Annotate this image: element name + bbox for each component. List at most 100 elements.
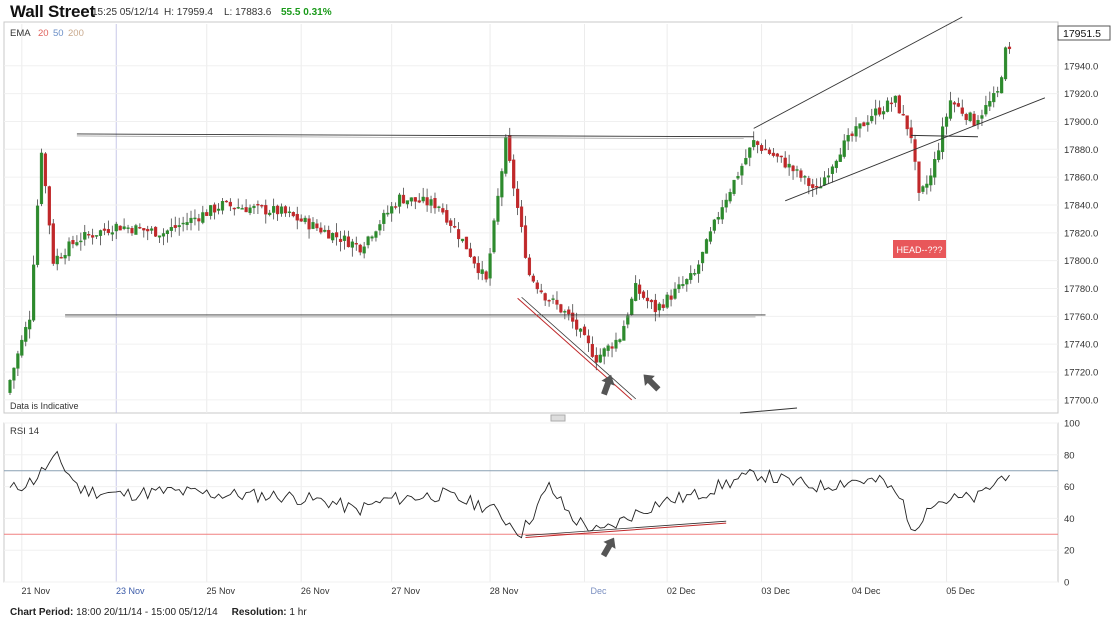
candle bbox=[55, 255, 59, 265]
candle bbox=[944, 116, 949, 127]
candle bbox=[992, 93, 996, 103]
candle bbox=[35, 205, 40, 265]
candle bbox=[39, 152, 44, 205]
y-tick-label: 17700.0 bbox=[1064, 395, 1098, 406]
y-tick-label: 17820.0 bbox=[1064, 228, 1098, 239]
candle bbox=[244, 207, 248, 213]
candle bbox=[102, 228, 107, 231]
candle bbox=[677, 284, 681, 290]
candle bbox=[988, 101, 992, 107]
quote-time: 15:25 05/12/14 bbox=[92, 7, 159, 18]
candle bbox=[618, 339, 622, 342]
candle bbox=[897, 95, 901, 114]
x-axis: 21 Nov 23 Nov 25 Nov 26 Nov 27 Nov 28 Nov Dec 0… bbox=[22, 586, 976, 596]
candle bbox=[523, 225, 528, 258]
candle bbox=[307, 218, 311, 230]
candle bbox=[610, 346, 614, 349]
candle bbox=[881, 111, 886, 115]
candle bbox=[779, 155, 783, 158]
candle bbox=[921, 186, 925, 192]
candle bbox=[350, 241, 354, 248]
candle bbox=[531, 275, 535, 282]
candle bbox=[834, 160, 838, 169]
candle bbox=[177, 225, 181, 228]
candle bbox=[453, 225, 457, 228]
candle bbox=[165, 230, 169, 235]
candle bbox=[862, 122, 866, 127]
candle bbox=[791, 165, 795, 172]
candle bbox=[433, 198, 437, 209]
candle bbox=[575, 319, 579, 330]
candle bbox=[838, 154, 842, 162]
y-tick-label: 17900.0 bbox=[1064, 117, 1098, 128]
candle bbox=[787, 163, 791, 168]
candle bbox=[71, 240, 75, 245]
candle bbox=[756, 141, 760, 145]
candle bbox=[169, 227, 173, 231]
candle bbox=[614, 339, 618, 349]
candle bbox=[602, 348, 606, 357]
candle bbox=[362, 246, 366, 254]
candle bbox=[114, 223, 118, 232]
candle bbox=[275, 205, 280, 215]
candle bbox=[79, 240, 83, 243]
candle bbox=[693, 273, 697, 275]
price-panel-frame bbox=[3, 21, 1059, 414]
rsi-levels bbox=[4, 470, 1058, 535]
candle bbox=[744, 158, 748, 165]
candle bbox=[449, 220, 453, 226]
rsi-y-axis: 0 20 40 60 80 100 bbox=[1064, 419, 1080, 589]
candle bbox=[260, 205, 264, 207]
candle bbox=[248, 207, 252, 214]
candle bbox=[456, 229, 461, 240]
panel-splitter-handle[interactable] bbox=[550, 414, 566, 422]
candle bbox=[421, 196, 425, 202]
candle bbox=[28, 319, 32, 330]
price-and-rsi-chart[interactable]: 17700.0 17720.0 17740.0 17760.0 17780.0 17800… bbox=[0, 0, 1117, 604]
candle bbox=[1003, 47, 1008, 80]
candle bbox=[527, 257, 532, 276]
x-tick-label: Dec bbox=[591, 586, 608, 596]
candle bbox=[811, 184, 815, 189]
candle bbox=[220, 201, 225, 211]
candle bbox=[205, 212, 209, 216]
candle bbox=[24, 326, 28, 342]
candle bbox=[405, 200, 410, 205]
candle bbox=[338, 238, 343, 242]
candle bbox=[315, 223, 319, 229]
candle bbox=[606, 345, 610, 351]
candle bbox=[378, 224, 382, 231]
candle bbox=[783, 157, 787, 168]
candle bbox=[519, 206, 524, 227]
trend-line bbox=[76, 135, 744, 140]
x-tick-label: 27 Nov bbox=[391, 586, 420, 596]
candle bbox=[283, 206, 288, 214]
y-tick-label: 17880.0 bbox=[1064, 145, 1098, 156]
head-annotation: HEAD--??? bbox=[896, 245, 942, 255]
candle bbox=[335, 232, 339, 238]
candle bbox=[110, 232, 114, 235]
rsi-trend-line bbox=[525, 522, 727, 538]
candle bbox=[409, 197, 413, 202]
candle bbox=[704, 239, 709, 254]
x-tick-label: 21 Nov bbox=[22, 586, 51, 596]
candle bbox=[425, 197, 429, 206]
candle bbox=[464, 236, 469, 250]
candle bbox=[893, 95, 897, 103]
candle bbox=[287, 211, 291, 213]
candle bbox=[700, 251, 705, 264]
candle bbox=[630, 298, 634, 315]
candle bbox=[134, 225, 138, 235]
candle bbox=[374, 231, 378, 238]
candle bbox=[850, 133, 854, 137]
candle bbox=[417, 200, 421, 203]
period-label: Chart Period: bbox=[10, 607, 74, 618]
candle bbox=[397, 194, 402, 207]
candle bbox=[866, 122, 870, 126]
candle bbox=[118, 225, 122, 231]
candle bbox=[547, 299, 551, 302]
price-y-axis: 17700.0 17720.0 17740.0 17760.0 17780.0 17800… bbox=[1064, 61, 1098, 406]
resolution-value: 1 hr bbox=[289, 607, 307, 618]
candle bbox=[807, 178, 811, 186]
candle bbox=[331, 233, 335, 241]
